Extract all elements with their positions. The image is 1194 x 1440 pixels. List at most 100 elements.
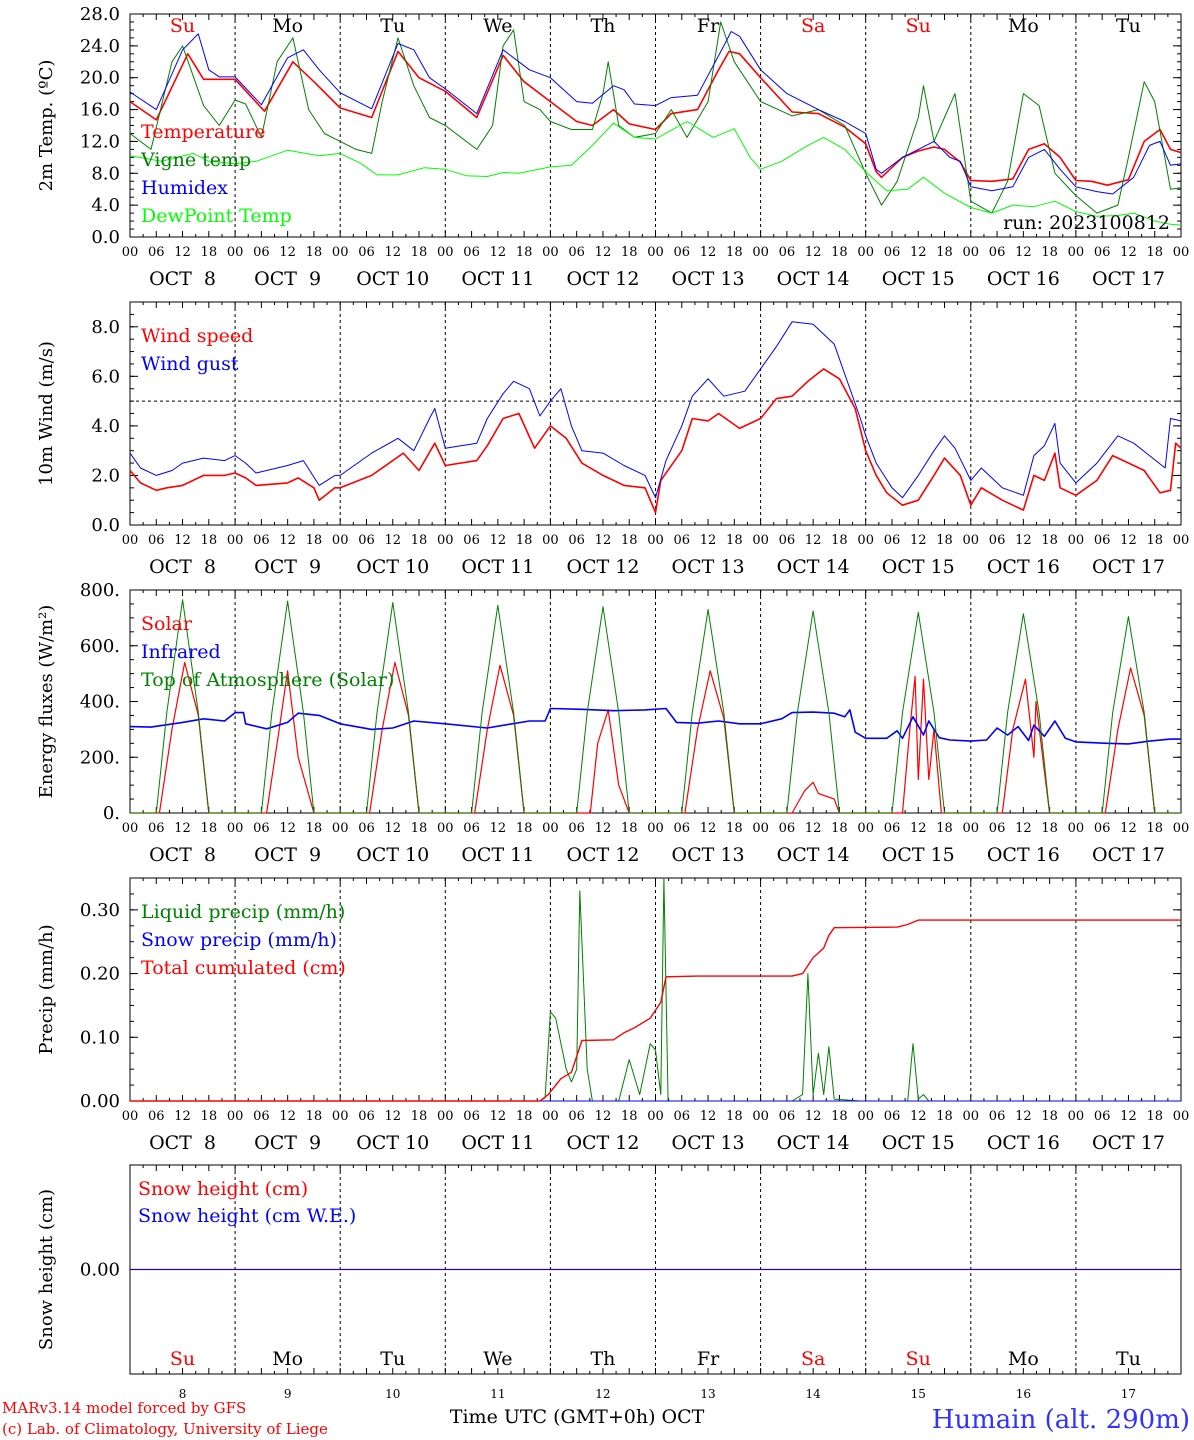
weekday-label: Fr bbox=[697, 15, 720, 37]
hour-tick-label: 06 bbox=[884, 821, 901, 836]
hour-tick-label: 18 bbox=[306, 821, 323, 836]
hour-tick-label: 18 bbox=[306, 533, 323, 548]
date-label: OCT 17 bbox=[1092, 1132, 1165, 1154]
date-label: OCT 16 bbox=[987, 1132, 1060, 1154]
hour-tick-label: 06 bbox=[1094, 821, 1111, 836]
hour-tick-label: 12 bbox=[910, 821, 927, 836]
legend-entry: Vigne temp bbox=[140, 149, 251, 171]
hour-tick-label: 12 bbox=[174, 533, 191, 548]
weekday-label: Tu bbox=[380, 15, 405, 37]
legend-entry: Snow height (cm) bbox=[138, 1178, 308, 1200]
series-line bbox=[129, 368, 1182, 514]
hour-tick-label: 06 bbox=[358, 245, 375, 260]
legend-entry: Liquid precip (mm/h) bbox=[141, 901, 345, 923]
date-label: OCT 14 bbox=[777, 556, 850, 578]
hour-tick-label: 12 bbox=[490, 245, 507, 260]
date-label: OCT 16 bbox=[987, 268, 1060, 290]
hour-tick-label: 18 bbox=[201, 1109, 218, 1124]
day-number: 8 bbox=[179, 1387, 187, 1401]
date-label: OCT 13 bbox=[672, 268, 745, 290]
hour-tick-label: 06 bbox=[779, 245, 796, 260]
hour-tick-label: 18 bbox=[831, 533, 848, 548]
hour-tick-label: 18 bbox=[621, 533, 638, 548]
date-label: OCT 17 bbox=[1092, 268, 1165, 290]
hour-tick-label: 06 bbox=[148, 533, 165, 548]
hour-tick-label: 18 bbox=[306, 245, 323, 260]
y-tick-label: 0.00 bbox=[80, 1091, 120, 1112]
legend-entry: Humidex bbox=[141, 177, 228, 199]
hour-tick-label: 06 bbox=[253, 1109, 270, 1124]
hour-tick-label: 12 bbox=[174, 245, 191, 260]
hour-tick-label: 18 bbox=[411, 245, 428, 260]
date-label: OCT 13 bbox=[672, 1132, 745, 1154]
hour-tick-label: 12 bbox=[174, 821, 191, 836]
weekday-label: We bbox=[483, 15, 512, 37]
hour-tick-label: 12 bbox=[595, 821, 612, 836]
legend-entry: Infrared bbox=[141, 641, 221, 663]
hour-tick-label: 18 bbox=[936, 1109, 953, 1124]
hour-tick-label: 12 bbox=[805, 821, 822, 836]
hour-tick-label: 18 bbox=[1146, 1109, 1163, 1124]
legend-entry: Top of Atmosphere (Solar) bbox=[141, 669, 394, 691]
panel-5: 0.00 Snow height (cm) Su Mo Tu We Th Fr Sa Su Mo Tu… bbox=[36, 1164, 1182, 1375]
hour-tick-label: 00 bbox=[332, 245, 349, 260]
hour-tick-label: 18 bbox=[621, 821, 638, 836]
hour-tick-label: 00 bbox=[332, 1109, 349, 1124]
series-line bbox=[130, 599, 1181, 814]
hour-tick-label: 06 bbox=[148, 245, 165, 260]
hour-tick-label: 18 bbox=[1041, 1109, 1058, 1124]
hour-tick-label: 06 bbox=[989, 821, 1006, 836]
hour-tick-label: 18 bbox=[201, 821, 218, 836]
hour-tick-label: 18 bbox=[831, 821, 848, 836]
date-label: OCT 8 bbox=[149, 268, 216, 290]
legend-entry: Solar bbox=[141, 613, 193, 635]
hour-tick-label: 06 bbox=[358, 821, 375, 836]
date-label: OCT 11 bbox=[461, 1132, 534, 1154]
hour-tick-label: 06 bbox=[253, 533, 270, 548]
day-number: 11 bbox=[490, 1387, 505, 1401]
date-label: OCT 14 bbox=[777, 1132, 850, 1154]
hour-tick-label: 00 bbox=[437, 821, 454, 836]
y-tick-label: 8.0 bbox=[91, 163, 120, 184]
day-number: 17 bbox=[1121, 1387, 1136, 1401]
legend-entry: Total cumulated (cm) bbox=[141, 957, 346, 979]
day-number: 15 bbox=[911, 1387, 926, 1401]
weekday-label: Su bbox=[906, 1348, 931, 1370]
station-label: Humain (alt. 290m) bbox=[932, 1405, 1190, 1435]
y-tick-label: 6.0 bbox=[91, 366, 120, 387]
hour-tick-label: 06 bbox=[253, 821, 270, 836]
date-label: OCT 12 bbox=[566, 844, 639, 866]
panel-frame bbox=[129, 589, 1182, 814]
day-number: 9 bbox=[284, 1387, 292, 1401]
weekday-label: Mo bbox=[1008, 15, 1039, 37]
hour-tick-label: 18 bbox=[831, 245, 848, 260]
hour-tick-label: 12 bbox=[1015, 1109, 1032, 1124]
series-line bbox=[129, 121, 1182, 226]
hour-tick-label: 12 bbox=[490, 533, 507, 548]
hour-tick-label: 06 bbox=[148, 821, 165, 836]
day-number: 12 bbox=[595, 1387, 610, 1401]
date-label: OCT 17 bbox=[1092, 556, 1165, 578]
hour-tick-label: 00 bbox=[857, 245, 874, 260]
hour-tick-label: 00 bbox=[647, 533, 664, 548]
hour-tick-label: 18 bbox=[831, 1109, 848, 1124]
hour-tick-label: 12 bbox=[1120, 533, 1137, 548]
hour-tick-label: 12 bbox=[490, 821, 507, 836]
hour-tick-label: 12 bbox=[384, 821, 401, 836]
hour-tick-label: 06 bbox=[463, 821, 480, 836]
y-tick-label: 24.0 bbox=[80, 36, 120, 57]
y-tick-label: 200. bbox=[80, 747, 120, 768]
hour-tick-label: 00 bbox=[1068, 1109, 1085, 1124]
weekday-label: Sa bbox=[801, 15, 825, 37]
hour-tick-label: 18 bbox=[201, 533, 218, 548]
y-axis-label: Energy fluxes (W/m²) bbox=[36, 605, 57, 799]
hour-tick-label: 18 bbox=[726, 1109, 743, 1124]
hour-tick-label: 00 bbox=[1068, 245, 1085, 260]
hour-tick-label: 00 bbox=[437, 533, 454, 548]
hour-tick-label: 00 bbox=[227, 533, 244, 548]
hour-tick-label: 00 bbox=[1068, 821, 1085, 836]
hour-tick-label: 00 bbox=[963, 245, 980, 260]
date-label: OCT 17 bbox=[1092, 844, 1165, 866]
hour-tick-label: 06 bbox=[1094, 1109, 1111, 1124]
day-number: 16 bbox=[1016, 1387, 1031, 1401]
